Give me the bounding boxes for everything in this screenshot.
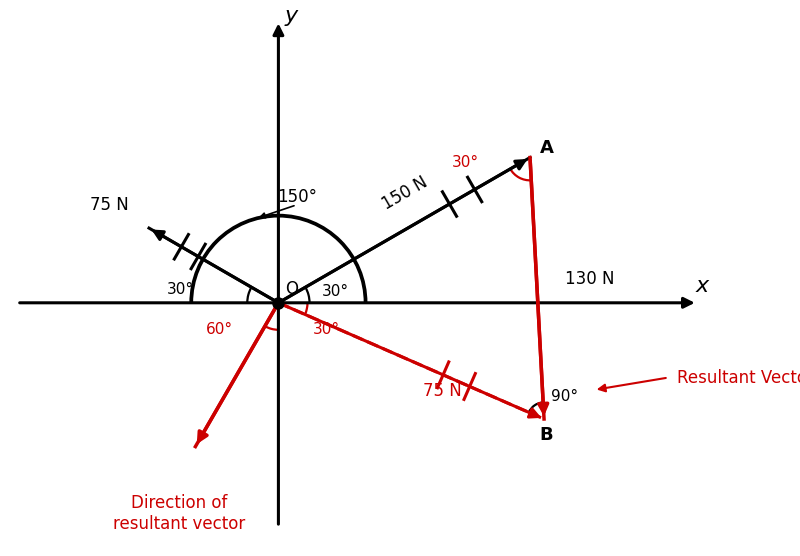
Text: 75 N: 75 N <box>90 196 128 214</box>
Text: 90°: 90° <box>550 389 578 404</box>
Text: x: x <box>695 276 708 296</box>
Text: B: B <box>539 426 553 444</box>
Text: A: A <box>540 140 554 157</box>
Text: 30°: 30° <box>451 156 478 171</box>
Text: Direction of
resultant vector: Direction of resultant vector <box>113 494 245 533</box>
Text: 30°: 30° <box>322 284 349 299</box>
Text: 30°: 30° <box>314 322 340 337</box>
Text: 60°: 60° <box>206 322 233 337</box>
Text: 75 N: 75 N <box>422 382 462 400</box>
Text: 150 N: 150 N <box>379 173 431 213</box>
Text: Resultant Vector: Resultant Vector <box>677 369 800 386</box>
Text: O: O <box>285 280 298 299</box>
Text: y: y <box>284 6 298 26</box>
Text: 30°: 30° <box>166 282 194 297</box>
Text: 130 N: 130 N <box>565 270 614 288</box>
Text: 150°: 150° <box>277 187 317 206</box>
